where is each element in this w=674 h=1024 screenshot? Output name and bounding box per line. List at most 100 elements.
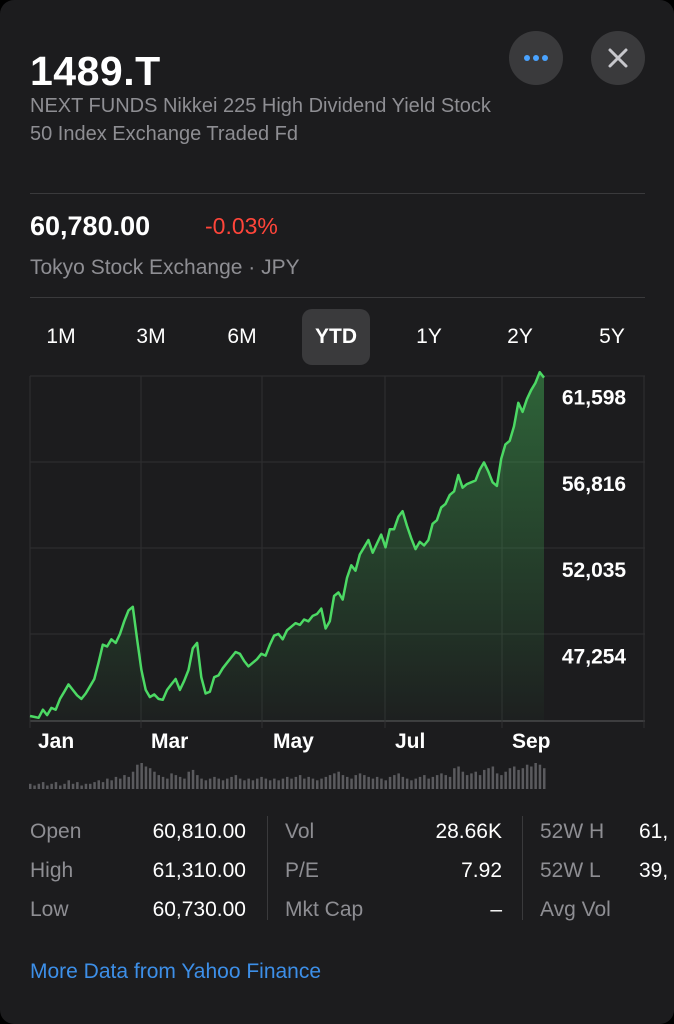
volume-bar — [119, 778, 122, 789]
volume-bar — [191, 769, 195, 789]
volume-bar — [71, 783, 75, 789]
volume-bar — [431, 776, 435, 789]
volume-bar — [251, 780, 255, 789]
volume-bar — [260, 776, 263, 789]
stock-symbol: 1489.T — [30, 48, 161, 94]
volume-bar — [247, 778, 250, 789]
stats-separator — [522, 816, 523, 920]
volume-bar — [54, 782, 58, 789]
volume-bar — [448, 776, 452, 789]
x-tick-label: Jul — [395, 730, 425, 753]
current-price: 60,780.00 — [30, 211, 151, 241]
volume-bar — [277, 780, 280, 789]
volume-bar — [213, 776, 216, 789]
range-6m[interactable]: 6M — [227, 325, 257, 348]
volume-bar — [316, 780, 319, 789]
volume-bar — [101, 782, 105, 789]
close-button[interactable] — [591, 31, 645, 85]
volume-bar — [106, 778, 109, 789]
volume-bar — [375, 776, 379, 789]
volume-bar — [508, 768, 512, 789]
volume-bar — [324, 776, 328, 789]
volume-bar — [513, 766, 516, 789]
range-1m[interactable]: 1M — [46, 325, 76, 348]
volume-bar — [221, 780, 225, 789]
volume-bar — [410, 780, 413, 789]
volume-bar — [487, 768, 490, 789]
volume-bar — [59, 785, 62, 789]
avg-volume-label: Avg Vol — [540, 898, 611, 921]
volume-bar — [461, 771, 465, 789]
yahoo-finance-link[interactable]: More Data from Yahoo Finance — [30, 960, 322, 983]
volume-label: Vol — [285, 820, 315, 843]
range-2y[interactable]: 2Y — [507, 325, 533, 348]
volume-bar — [307, 776, 310, 789]
52w-low-value: 39, — [639, 859, 669, 882]
volume-bar — [367, 776, 370, 789]
range-ytd[interactable]: YTD — [302, 309, 370, 365]
volume-bar — [358, 773, 362, 789]
volume-bar — [290, 778, 293, 789]
range-1y[interactable]: 1Y — [416, 325, 442, 348]
open-label: Open — [30, 820, 82, 843]
quote-divider — [30, 297, 645, 298]
volume-bar — [294, 776, 298, 789]
volume-bar — [174, 775, 178, 789]
volume-bar — [478, 775, 482, 789]
price-line — [29, 370, 545, 720]
market-cap-label: Mkt Cap — [285, 898, 364, 921]
y-tick-label: 56,816 — [562, 473, 626, 496]
volume-bar — [320, 778, 323, 789]
price-chart: 61,598 56,816 52,035 47,254 Jan Mar May Jul Sep — [29, 370, 645, 789]
volume-bar — [354, 775, 357, 789]
52w-high-label: 52W H — [540, 820, 605, 843]
volume-bar — [217, 778, 220, 789]
volume-bar — [465, 775, 469, 789]
volume-bar — [264, 778, 268, 789]
volume-bar — [37, 783, 41, 789]
volume-bar — [504, 771, 507, 789]
volume-bar — [405, 778, 409, 789]
volume-bar — [89, 783, 92, 789]
volume-bar — [41, 782, 45, 789]
volume-bar — [200, 778, 203, 789]
volume-value: 28.66K — [435, 820, 502, 843]
volume-bar — [401, 776, 405, 789]
close-icon — [608, 48, 628, 68]
exchange-info: Tokyo Stock Exchange · JPY — [30, 256, 300, 279]
volume-bar — [166, 778, 169, 789]
high-label: High — [30, 859, 74, 882]
volume-bar — [50, 783, 53, 789]
volume-bar — [140, 763, 143, 789]
volume-bar — [328, 775, 332, 789]
volume-bar — [341, 775, 345, 789]
volume-bar — [157, 775, 160, 789]
volume-bar — [97, 780, 100, 789]
x-tick-label: Jan — [38, 730, 74, 753]
range-3m[interactable]: 3M — [136, 325, 166, 348]
volume-bar — [208, 778, 212, 789]
more-button[interactable] — [509, 31, 563, 85]
52w-high-value: 61, — [639, 820, 669, 843]
volume-bar — [226, 778, 229, 789]
volume-bar — [256, 778, 259, 789]
range-5y[interactable]: 5Y — [599, 325, 625, 348]
volume-bar — [474, 771, 477, 789]
volume-bar — [483, 769, 486, 789]
high-value: 61,310.00 — [152, 859, 246, 882]
volume-bar — [298, 775, 302, 789]
volume-bar — [230, 776, 233, 789]
volume-bar — [453, 768, 456, 789]
volume-bar — [371, 778, 375, 789]
volume-bar — [423, 775, 426, 789]
volume-bar — [281, 778, 285, 789]
volume-bar — [148, 768, 152, 789]
volume-bar — [268, 780, 272, 789]
volume-bar — [491, 766, 495, 789]
volume-bar — [380, 778, 383, 789]
market-cap-value: – — [490, 898, 502, 921]
volume-bar — [63, 783, 66, 789]
volume-bar — [388, 776, 392, 789]
volume-bar — [136, 764, 139, 789]
